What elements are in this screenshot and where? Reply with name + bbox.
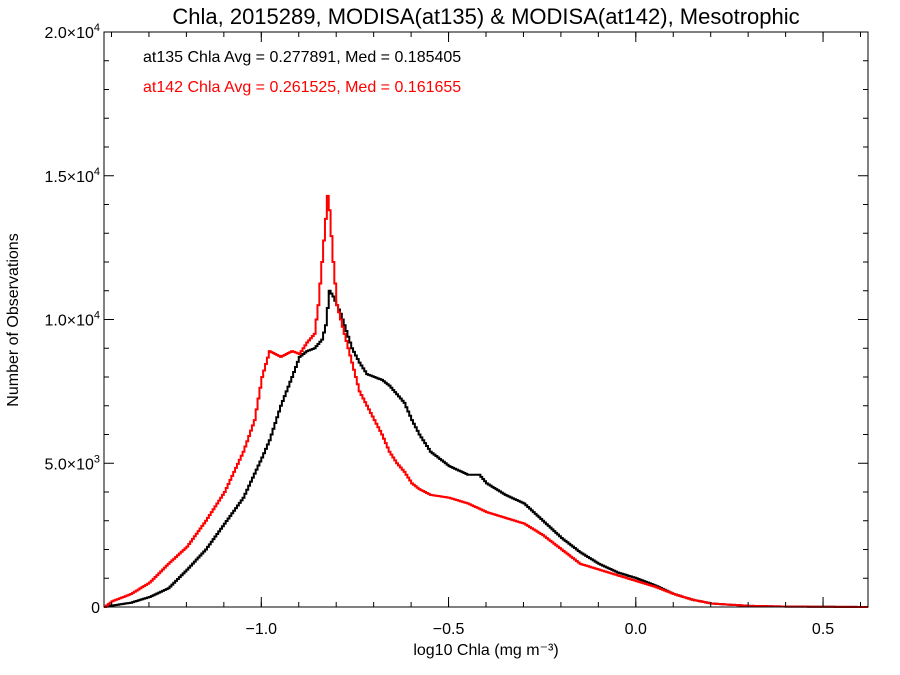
y-tick-exponent: 4 — [94, 22, 100, 34]
y-tick-label: 1.0×104 — [44, 310, 100, 330]
y-tick-base: 2.0×10 — [44, 25, 93, 42]
y-tick-label: 2.0×104 — [44, 22, 100, 42]
x-tick-label: −0.5 — [433, 621, 465, 638]
x-tick-label: −1.0 — [245, 621, 277, 638]
y-tick-exponent: 4 — [94, 166, 100, 178]
y-tick-base: 1.0×10 — [44, 313, 93, 330]
y-tick-exponent: 3 — [94, 453, 100, 465]
series-layer — [104, 194, 868, 608]
y-tick-label: 1.5×104 — [44, 166, 100, 186]
x-axis-label: log10 Chla (mg m⁻³) — [413, 642, 558, 659]
stats-at142: at142 Chla Avg = 0.261525, Med = 0.16165… — [143, 79, 461, 96]
y-tick-base: 5.0×10 — [44, 456, 93, 473]
chart-title: Chla, 2015289, MODISA(at135) & MODISA(at… — [172, 4, 799, 29]
y-tick-label: 0 — [91, 600, 100, 617]
stats-at135: at135 Chla Avg = 0.277891, Med = 0.18540… — [143, 49, 461, 66]
x-tick-label: 0.0 — [625, 621, 647, 638]
y-tick-base: 0 — [91, 600, 100, 617]
x-axis: −1.0 −0.5 0.0 0.5 — [110, 32, 862, 638]
x-tick-label: 0.5 — [812, 621, 834, 638]
plot-frame — [103, 31, 869, 608]
series-line-0 — [104, 289, 868, 608]
y-tick-exponent: 4 — [94, 310, 100, 322]
y-tick-base: 1.5×10 — [44, 169, 93, 186]
series-line-1 — [104, 194, 868, 608]
y-tick-label: 5.0×103 — [44, 453, 100, 473]
y-axis-label: Number of Observations — [5, 233, 22, 406]
